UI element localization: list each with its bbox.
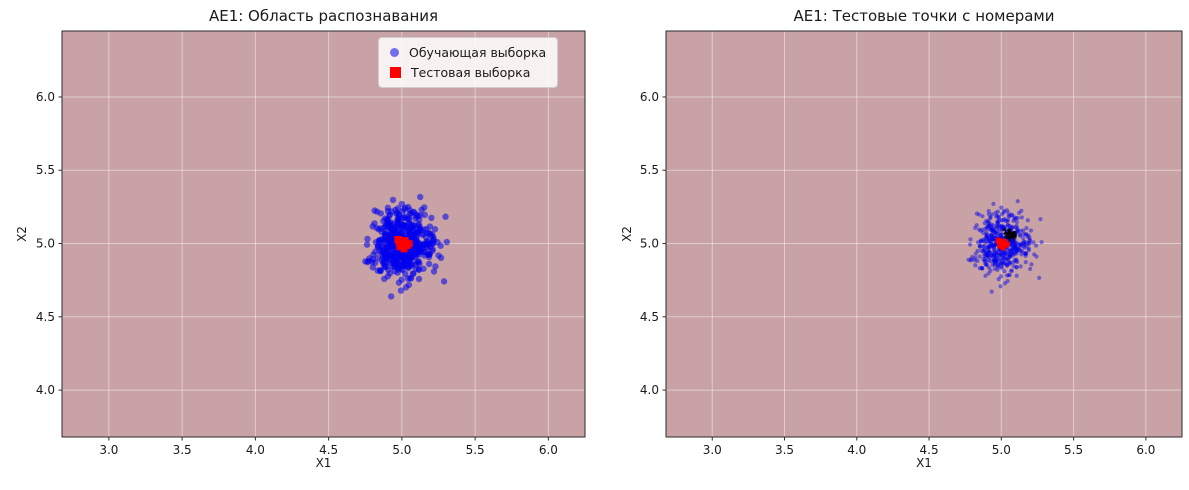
left-x-axis-label: X1	[315, 456, 332, 470]
svg-text:4.0: 4.0	[640, 383, 659, 397]
svg-text:5.0: 5.0	[36, 237, 55, 251]
legend-label-test: Тестовая выборка	[411, 65, 531, 80]
svg-text:11: 11	[1008, 230, 1017, 238]
right-y-axis-label: X2	[620, 226, 634, 242]
svg-text:12: 12	[1003, 228, 1012, 236]
svg-text:1: 1	[1012, 231, 1016, 239]
svg-text:7: 7	[1005, 231, 1009, 239]
svg-text:5.0: 5.0	[640, 237, 659, 251]
svg-text:9: 9	[1008, 229, 1012, 237]
svg-text:6.0: 6.0	[539, 443, 558, 457]
left-y-axis-label: X2	[15, 226, 29, 242]
svg-text:6.0: 6.0	[1136, 443, 1155, 457]
svg-text:13: 13	[1005, 233, 1014, 241]
svg-text:10: 10	[1007, 233, 1016, 241]
svg-text:4.0: 4.0	[847, 443, 866, 457]
svg-text:4.0: 4.0	[36, 383, 55, 397]
svg-text:5.5: 5.5	[640, 163, 659, 177]
svg-text:2: 2	[1004, 231, 1008, 239]
svg-text:3.0: 3.0	[703, 443, 722, 457]
svg-text:3: 3	[1005, 229, 1009, 237]
svg-text:4: 4	[1004, 234, 1009, 242]
svg-text:5.5: 5.5	[1064, 443, 1083, 457]
svg-text:5.5: 5.5	[36, 163, 55, 177]
svg-text:16: 16	[1007, 230, 1016, 238]
right-chart-title: AE1: Тестовые точки с номерами	[793, 7, 1055, 25]
svg-text:4.0: 4.0	[246, 443, 265, 457]
svg-text:3.0: 3.0	[99, 443, 118, 457]
svg-text:5.0: 5.0	[992, 443, 1011, 457]
legend-item-train: Обучающая выборка	[390, 45, 546, 60]
svg-text:8: 8	[1010, 233, 1014, 241]
svg-text:4.5: 4.5	[640, 310, 659, 324]
svg-text:5.0: 5.0	[392, 443, 411, 457]
svg-text:5: 5	[1002, 228, 1006, 236]
left-chart-title: AE1: Область распознавания	[208, 7, 439, 25]
svg-text:14: 14	[1009, 231, 1018, 239]
legend-item-test: Тестовая выборка	[390, 65, 546, 80]
train-marker-icon	[390, 48, 399, 57]
svg-text:3.5: 3.5	[775, 443, 794, 457]
svg-text:20: 20	[1007, 232, 1016, 240]
svg-text:5.5: 5.5	[466, 443, 485, 457]
legend-label-train: Обучающая выборка	[409, 45, 547, 60]
subplot-right: 1 2 3 4 5 6 7 8 9 10 11 12 13 14 15 16 17 18 19 20 3.0 3.5 4.0…	[594, 0, 1189, 490]
svg-text:4.5: 4.5	[920, 443, 939, 457]
svg-text:6: 6	[1008, 228, 1013, 236]
legend: Обучающая выборка Тестовая выборка	[378, 37, 559, 88]
svg-text:6.0: 6.0	[36, 90, 55, 104]
svg-text:6.0: 6.0	[640, 90, 659, 104]
svg-text:17: 17	[1007, 235, 1016, 243]
test-marker-icon	[390, 67, 401, 78]
svg-text:18: 18	[1007, 231, 1016, 239]
svg-text:15: 15	[1003, 228, 1012, 236]
svg-text:4.5: 4.5	[319, 443, 338, 457]
right-x-axis-label: X1	[916, 456, 932, 470]
left-chart-canvas: 3.0 3.5 4.0 4.5 5.0 5.5 6.0 4.0 4.5 5.0 5.5 6.0	[36, 30, 586, 457]
svg-text:3.5: 3.5	[173, 443, 192, 457]
svg-text:4.5: 4.5	[36, 310, 55, 324]
svg-text:19: 19	[1008, 231, 1017, 239]
subplot-left: 3.0 3.5 4.0 4.5 5.0 5.5 6.0 4.0 4.5 5.0 5.5 6.0 AE1…	[0, 0, 594, 490]
